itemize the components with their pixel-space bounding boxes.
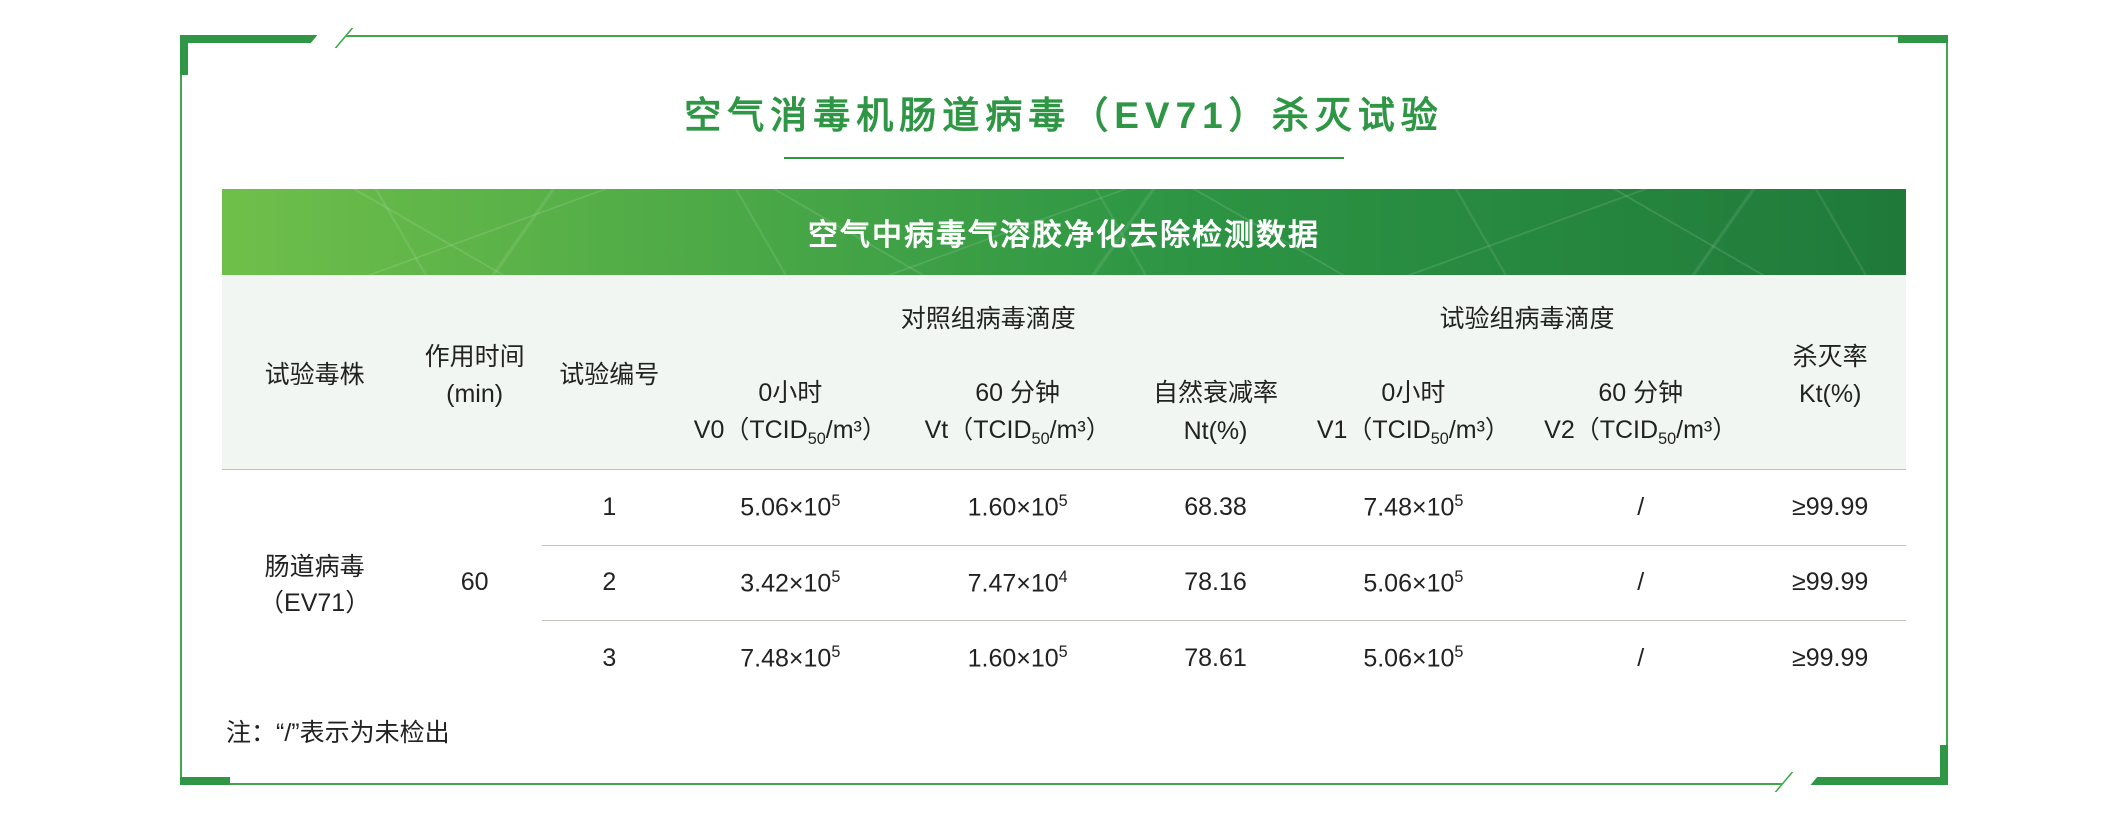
th-nt: 自然衰减率 Nt(%) — [1131, 357, 1299, 470]
corner-accent — [180, 777, 230, 785]
cell-v2: / — [1527, 621, 1754, 696]
cell-nt: 78.61 — [1131, 621, 1299, 696]
th-time-label: 作用时间 — [413, 339, 536, 377]
cell-v0: 7.48×105 — [677, 621, 904, 696]
table-body: 肠道病毒（EV71）6015.06×1051.60×10568.387.48×1… — [222, 470, 1906, 695]
th-v1: 0小时 V1（TCID50/m³） — [1300, 357, 1527, 470]
table-container: 空气中病毒气溶胶净化去除检测数据 试验毒株 作用时间 (min) — [222, 189, 1906, 695]
th-time-unit: (min) — [413, 376, 536, 414]
cell-v1: 5.06×105 — [1300, 621, 1527, 696]
cell-nt: 68.38 — [1131, 470, 1299, 545]
th-v2: 60 分钟 V2（TCID50/m³） — [1527, 357, 1754, 470]
cell-no: 2 — [542, 545, 677, 620]
th-time: 作用时间 (min) — [407, 275, 542, 470]
cell-v1: 7.48×105 — [1300, 470, 1527, 545]
th-vt-l1: 60 分钟 — [910, 375, 1125, 413]
th-v2-l1: 60 分钟 — [1533, 375, 1748, 413]
cell-v2: / — [1527, 545, 1754, 620]
cell-vt: 7.47×104 — [904, 545, 1131, 620]
th-v2-l2: V2（TCID50/m³） — [1533, 412, 1748, 451]
corner-accent — [1808, 777, 1948, 785]
cell-nt: 78.16 — [1131, 545, 1299, 620]
th-test-group: 试验组病毒滴度 — [1300, 275, 1755, 357]
cell-v0: 5.06×105 — [677, 470, 904, 545]
th-v1-l1: 0小时 — [1306, 375, 1521, 413]
table-row: 肠道病毒（EV71）6015.06×1051.60×10568.387.48×1… — [222, 470, 1906, 545]
cell-v0: 3.42×105 — [677, 545, 904, 620]
th-v0: 0小时 V0（TCID50/m³） — [677, 357, 904, 470]
cell-kt: ≥99.99 — [1754, 470, 1906, 545]
th-control-group: 对照组病毒滴度 — [677, 275, 1300, 357]
report-title: 空气消毒机肠道病毒（EV71）杀灭试验 — [182, 37, 1946, 157]
th-test-no: 试验编号 — [542, 275, 677, 470]
th-v0-l1: 0小时 — [683, 375, 898, 413]
cell-no: 1 — [542, 470, 677, 545]
footnote: 注：“/”表示为未检出 — [226, 713, 1902, 749]
th-strain: 试验毒株 — [222, 275, 407, 470]
table-head: 试验毒株 作用时间 (min) 试验编号 对照组病毒滴度 试验组病毒滴度 杀灭率… — [222, 275, 1906, 470]
table-banner: 空气中病毒气溶胶净化去除检测数据 — [222, 189, 1906, 275]
th-v0-l2: V0（TCID50/m³） — [683, 412, 898, 451]
cell-v2: / — [1527, 470, 1754, 545]
th-kt-l2: Kt(%) — [1760, 376, 1900, 414]
th-v1-l2: V1（TCID50/m³） — [1306, 412, 1521, 451]
th-vt-l2: Vt（TCID50/m³） — [910, 412, 1125, 451]
corner-accent — [1940, 745, 1948, 785]
cell-time: 60 — [407, 470, 542, 695]
cell-vt: 1.60×105 — [904, 621, 1131, 696]
corner-accent — [180, 35, 188, 75]
th-kt: 杀灭率 Kt(%) — [1754, 275, 1906, 470]
th-vt: 60 分钟 Vt（TCID50/m³） — [904, 357, 1131, 470]
th-nt-l1: 自然衰减率 — [1137, 375, 1293, 413]
corner-accent — [1898, 35, 1948, 43]
th-kt-l1: 杀灭率 — [1760, 339, 1900, 377]
th-strain-label: 试验毒株 — [265, 361, 365, 389]
title-underline — [784, 157, 1344, 159]
th-nt-l2: Nt(%) — [1137, 413, 1293, 451]
th-test-no-label: 试验编号 — [559, 361, 659, 389]
cell-strain: 肠道病毒（EV71） — [222, 470, 407, 695]
corner-accent — [180, 35, 320, 43]
cell-kt: ≥99.99 — [1754, 545, 1906, 620]
cell-kt: ≥99.99 — [1754, 621, 1906, 696]
cell-no: 3 — [542, 621, 677, 696]
report-frame: 空气消毒机肠道病毒（EV71）杀灭试验 空气中病毒气溶胶净化去除检测数据 试验毒… — [180, 35, 1948, 785]
cell-v1: 5.06×105 — [1300, 545, 1527, 620]
cell-vt: 1.60×105 — [904, 470, 1131, 545]
table-banner-text: 空气中病毒气溶胶净化去除检测数据 — [808, 210, 1320, 254]
data-table: 试验毒株 作用时间 (min) 试验编号 对照组病毒滴度 试验组病毒滴度 杀灭率… — [222, 275, 1906, 695]
